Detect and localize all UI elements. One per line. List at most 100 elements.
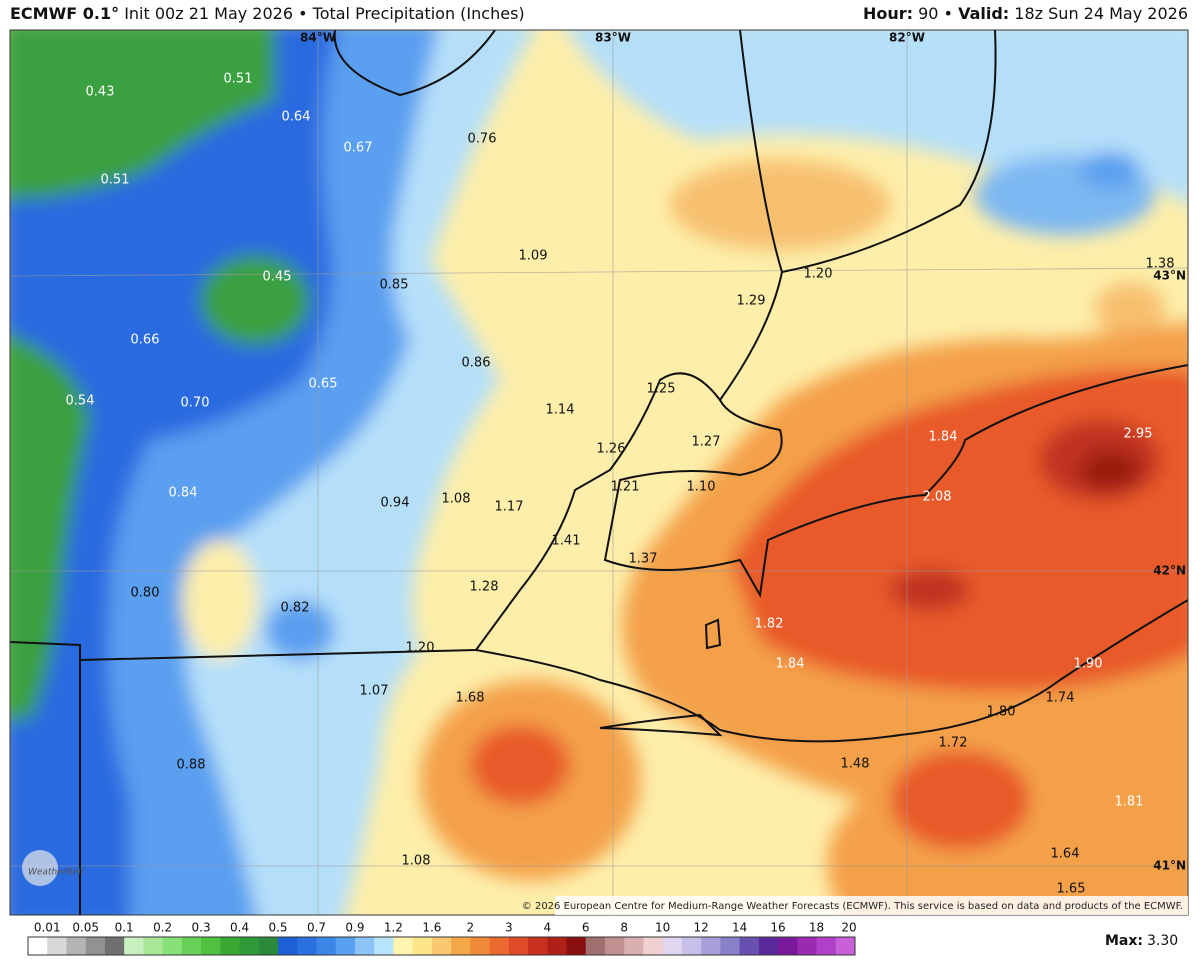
colorbar-swatch [547,937,568,955]
colorbar-swatch [489,937,510,955]
colorbar-label: 0.9 [345,921,364,935]
precip-label: 1.27 [692,435,721,450]
colorbar-swatch [643,937,664,955]
colorbar-swatch [162,937,183,955]
colorbar-swatch [701,937,721,955]
colorbar-label: 14 [732,921,747,935]
max-label: Max: [1105,933,1143,949]
colorbar-swatch [316,937,337,955]
precip-label: 0.88 [177,758,206,773]
colorbar-swatch [66,937,87,955]
precip-label: 0.82 [281,601,310,616]
precip-label: 1.17 [495,500,524,515]
colorbar-label: 1.6 [422,921,441,935]
precip-label: 0.66 [131,333,160,348]
colorbar-swatch [297,937,317,955]
colorbar-label: 0.1 [115,921,134,935]
boundaries [10,30,1188,915]
colorbar-label: 0.05 [72,921,99,935]
colorbar-swatch [258,937,279,955]
colorbar-label: 12 [693,921,708,935]
colorbar-swatch [797,937,818,955]
precip-label: 0.67 [344,141,373,156]
precip-label: 0.76 [468,132,497,147]
colorbar-swatch [720,937,741,955]
precip-label: 1.48 [841,757,870,772]
colorbar-swatch [758,937,779,955]
precip-label: 0.94 [381,496,410,511]
grid-label: 82°W [889,31,925,45]
precip-field [10,30,1188,915]
colorbar-swatch [104,937,125,955]
precip-label: 1.65 [1057,882,1086,897]
precip-label: 0.80 [131,586,160,601]
colorbar-swatch [412,937,433,955]
grid-label: 83°W [595,31,631,45]
precip-label: 1.08 [442,492,471,507]
precip-label: 1.82 [755,617,784,632]
colorbar-swatch [624,937,644,955]
colorbar-label: 20 [841,921,856,935]
precip-label: 0.54 [66,394,95,409]
colorbar-label: 0.01 [34,921,61,935]
precip-label: 0.70 [181,396,210,411]
colorbar-swatch [28,937,48,955]
credit: © 2026 European Centre for Medium-Range … [522,901,1183,912]
precip-label: 1.74 [1046,691,1075,706]
colorbar-label: 16 [770,921,785,935]
colorbar-swatch [181,937,202,955]
colorbar-swatch [201,937,221,955]
precip-label: 1.09 [519,249,548,264]
colorbar-label: 8 [620,921,628,935]
colorbar-swatch [143,937,164,955]
colorbar-swatch [431,937,452,955]
precip-label: 1.84 [929,430,958,445]
colorbar-label: 0.4 [230,921,249,935]
precip-label: 1.08 [402,854,431,869]
colorbar-swatch [566,937,587,955]
precip-label: 1.81 [1115,795,1144,810]
precip-label: 0.45 [263,270,292,285]
grid-label: 41°N [1153,859,1186,873]
colorbar-label: 4 [543,921,551,935]
colorbar-swatch [470,937,491,955]
precip-label: 1.14 [546,403,575,418]
colorbar-label: 6 [582,921,590,935]
header-left: ECMWF 0.1° Init 00z 21 May 2026 • Total … [10,4,525,23]
precip-label: 0.43 [86,85,115,100]
colorbar-swatch [124,937,144,955]
colorbar-label: 0.3 [192,921,211,935]
colorbar-swatch [374,937,394,955]
max-value: 3.30 [1147,933,1178,949]
precip-label: 1.84 [776,657,805,672]
grid-label: 42°N [1153,564,1186,578]
colorbar-swatch [585,937,606,955]
precip-label: 1.80 [987,705,1016,720]
precip-label: 0.65 [309,377,338,392]
precip-label: 0.85 [380,278,409,293]
colorbar-swatch [393,937,414,955]
precip-label: 1.10 [687,480,716,495]
subtitle: Init 00z 21 May 2026 • Total Precipitati… [124,4,525,23]
header-item: 18z Sun 24 May 2026 [1014,4,1188,23]
colorbar-swatch [662,937,683,955]
precip-label: 1.68 [456,691,485,706]
colorbar-swatch [335,937,356,955]
precip-label: 1.07 [360,684,389,699]
colorbar-label: 0.5 [268,921,287,935]
precip-label: 0.51 [101,173,130,188]
colorbar-swatch [85,937,106,955]
colorbar-swatch [508,937,529,955]
precip-label: 1.37 [629,552,658,567]
colorbar-swatch [835,937,856,955]
header-item: 90 • [918,4,953,23]
precip-label: 1.25 [647,382,676,397]
colorbar-swatch [816,937,837,955]
precip-label: 0.84 [169,486,198,501]
colorbar-swatch [739,937,760,955]
precip-label: 0.51 [224,72,253,87]
precip-label: 1.28 [470,580,499,595]
colorbar-label: 2 [467,921,475,935]
